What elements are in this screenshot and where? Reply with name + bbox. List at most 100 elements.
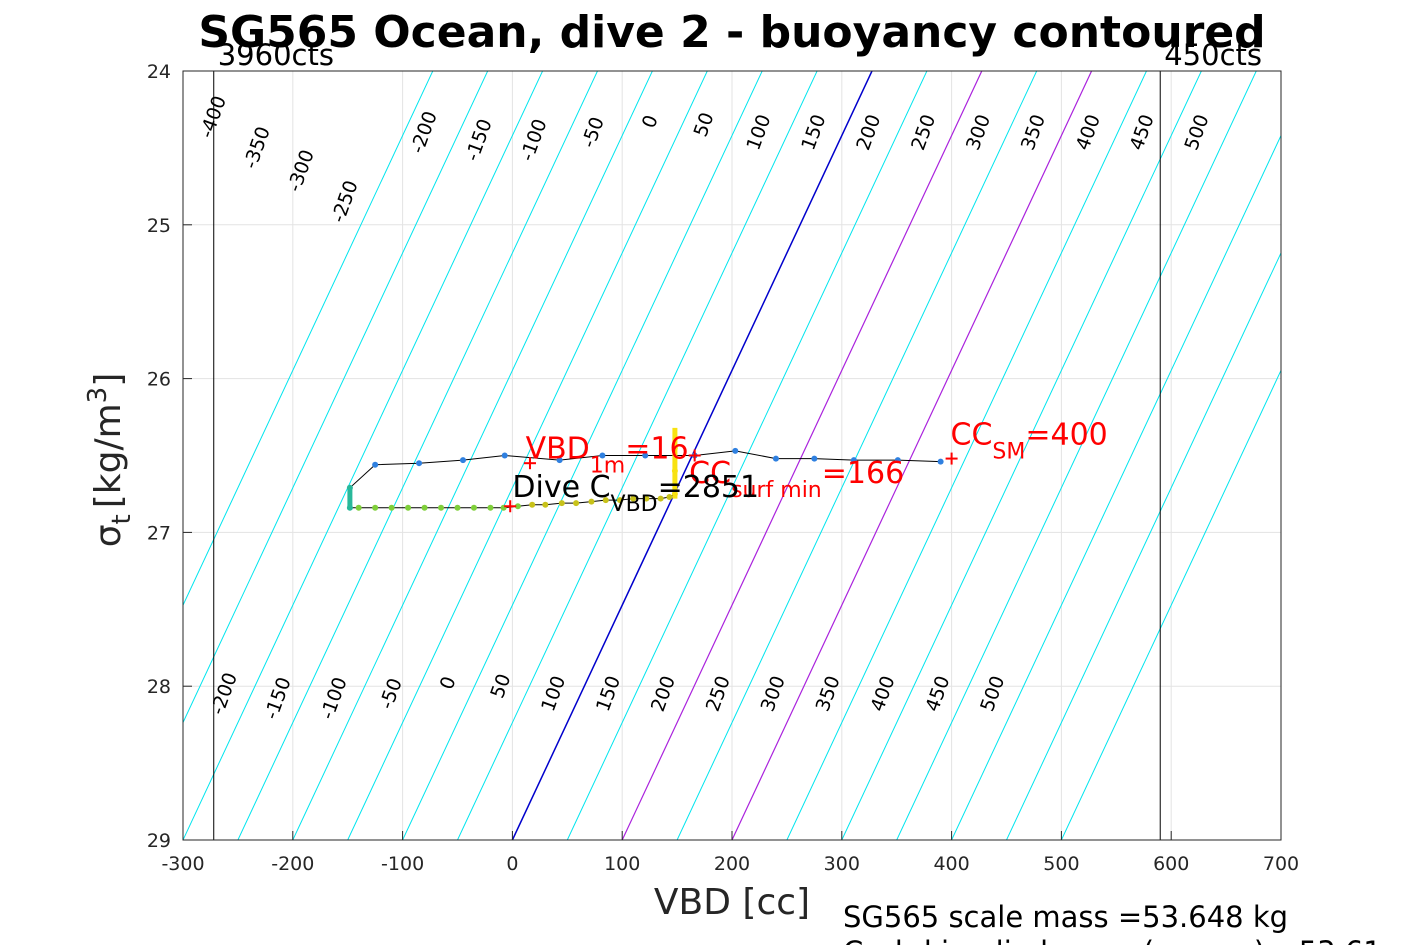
track-point [421,504,428,511]
contour-line-200 [731,71,1093,840]
track-point [666,494,673,501]
chart-title: SG565 Ocean, dive 2 - buoyancy contoured [198,7,1265,58]
annotation-main: VBD [526,432,590,467]
track-point [602,497,609,504]
contour-line--300 [183,71,544,840]
annotation-0: VBD1m=16 [526,432,689,479]
y-axis-label-sup: 3 [83,387,113,404]
x-tick-label: 100 [604,853,640,875]
contour-line--250 [237,71,599,840]
annotation-value: =2851 [658,470,759,505]
annotation-sub: SM [992,440,1025,465]
contour-line-0 [511,71,873,840]
contour-line-450 [1006,251,1281,840]
track-point [438,504,445,511]
track-point [405,504,412,511]
y-axis-label-sub: t [107,514,137,524]
y-tick-label: 25 [147,215,171,237]
track-point [542,501,549,508]
count-line-label: 3960cts [218,38,334,72]
x-tick-label: 200 [714,853,750,875]
track-point [372,504,379,511]
track-point [599,452,606,459]
contour-line--100 [402,71,763,840]
x-tick-label: -200 [271,853,314,875]
track-point [657,495,664,502]
track-point [416,460,423,467]
contour-line-350 [896,71,1257,840]
contour-line--50 [457,71,818,840]
buoyancy-contours [183,71,1281,840]
count-limit-lines: 3960cts 450cts [213,38,1262,840]
contour-line-500 [1060,369,1281,840]
contour-line--150 [347,71,708,840]
x-tick-label: 700 [1263,853,1299,875]
track-point [487,504,494,511]
contour-line--200 [292,71,653,840]
track-point [850,457,857,464]
track-point [459,457,466,464]
y-axis-label-unit: [kg/m [88,403,129,508]
track-point [772,455,779,462]
x-tick-label: -100 [381,853,424,875]
y-tick-label: 24 [147,61,171,83]
annotation-main: CC [689,456,731,491]
y-tick-label: 28 [147,676,171,698]
track-point [501,452,508,459]
y-tick-label: 29 [147,830,171,852]
track-point [355,504,362,511]
x-tick-label: 0 [506,853,518,875]
x-tick-label: -300 [161,853,204,875]
track-point [811,455,818,462]
y-axis-label-close: ] [88,373,129,387]
y-tick-label: 26 [147,369,171,391]
track-point [588,498,595,505]
contour-line-250 [786,71,1148,840]
track-point [470,504,477,511]
x-tick-label: 400 [933,853,969,875]
track-point [454,504,461,511]
track-point [732,447,739,454]
track-point [937,458,944,465]
track-point [643,495,650,502]
y-axis-label: σt [kg/m3] [83,373,137,548]
annotation-sub: VBD [611,492,658,517]
footer-line-1: SG565 scale mass =53.648 kg [843,900,1288,934]
track-point [630,495,637,502]
x-axis-label: VBD [cc] [654,882,810,923]
y-tick-label: 27 [147,522,171,544]
annotation-2: CCsurf min=166 [689,456,904,503]
x-tick-label: 300 [824,853,860,875]
track-point [556,457,563,464]
red-markers [504,449,958,513]
count-line-label: 450cts [1164,38,1262,72]
track-point [514,503,521,510]
annotation-sub: 1m [590,454,625,479]
annotation-3: Dive CVBD=2851 [512,470,759,517]
track-point [617,497,624,504]
track-point [573,500,580,507]
track-point [529,501,536,508]
annotation-main: CC [951,418,993,453]
contour-line-150 [676,71,1038,840]
annotation-value: =400 [1025,418,1107,453]
contour-line-300 [841,71,1202,840]
y-axis-label-main: σ [88,524,129,547]
contour-line--400 [183,71,434,607]
track-point [372,461,379,468]
track-point [558,500,565,507]
axis-ticks: -300 -200 -100 0 100 200 300 400 500 600 700 24 25 26… [147,61,1299,875]
annotation-value: =166 [822,456,904,491]
contour-line-100 [621,71,983,840]
annotation-1: CCSM=400 [951,418,1108,465]
track-point [388,504,395,511]
contour-line-400 [951,134,1281,840]
track-point [894,457,901,464]
footer-line-2: C_vbd implied mass (approx) =53.61 [843,935,1382,945]
annotation-sub: surf min [731,478,822,503]
x-tick-label: 500 [1043,853,1079,875]
dive-track [346,427,944,511]
track-point [642,452,649,459]
